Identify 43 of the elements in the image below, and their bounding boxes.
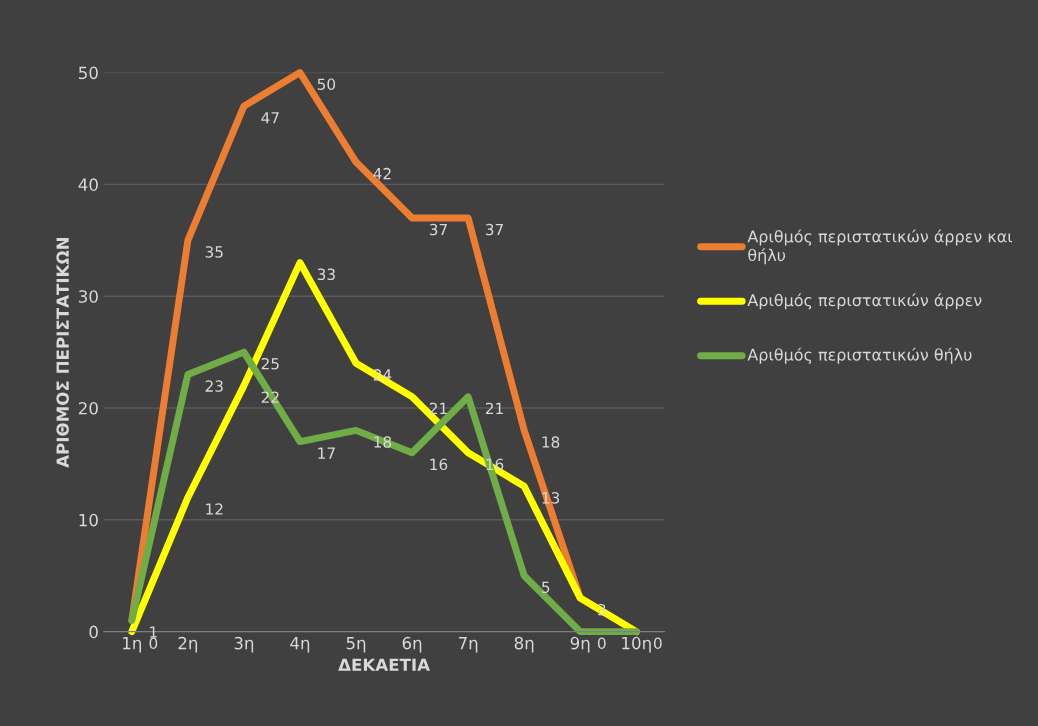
data-label: 18: [542, 436, 560, 448]
x-tick-label: 8η: [514, 636, 534, 653]
x-axis-title: ΔΕΚΑΕΤΙΑ: [338, 658, 430, 671]
x-tick-label: 4η: [290, 636, 310, 653]
data-label: 37: [429, 223, 447, 236]
y-tick-label: 30: [79, 290, 98, 303]
legend-label: Αριθμός περιστατικών άρρεν: [747, 293, 982, 310]
data-label: 21: [429, 402, 447, 414]
data-label: 35: [205, 246, 223, 258]
data-label: 42: [373, 167, 391, 180]
data-label: 16: [486, 458, 504, 471]
data-label: 1: [150, 626, 157, 638]
data-label: 12: [206, 503, 223, 515]
y-tick-label: 20: [78, 401, 98, 415]
data-label: 25: [261, 357, 279, 370]
x-tick-label: 9η: [570, 636, 590, 653]
x-tick-label: 10η: [622, 636, 651, 653]
x-tick-label: 5η: [346, 636, 366, 653]
data-label: 47: [261, 112, 279, 124]
data-label: 17: [318, 447, 335, 459]
y-tick-label: 40: [78, 178, 98, 191]
data-label: 33: [317, 268, 335, 281]
data-label: 23: [205, 380, 223, 392]
data-label: 21: [485, 402, 503, 414]
y-tick-label: 50: [79, 66, 98, 80]
x-tick-label: 7η: [458, 636, 478, 653]
y-tick-label: 0: [89, 625, 98, 639]
data-label: 0: [597, 637, 606, 649]
data-label: 16: [430, 458, 448, 471]
legend-label: Αριθμός περιστατικών θήλυ: [747, 347, 972, 364]
legend-label: Αριθμός περιστατικών άρρεν και θήλυ: [747, 229, 1013, 265]
x-tick-label: 1η: [123, 636, 141, 653]
data-label: 0: [149, 637, 158, 649]
data-label: 5: [542, 581, 550, 594]
data-label: 50: [317, 78, 336, 90]
y-tick-label: 10: [79, 513, 98, 527]
data-label: 37: [485, 223, 503, 236]
data-label: 0: [653, 637, 662, 649]
y-axis-title: ΑΡΙΘΜΟΣ ΠΕΡΙΣΤΑΤΙΚΩΝ: [56, 237, 69, 468]
x-tick-label: 6η: [402, 636, 422, 653]
x-tick-label: 3η: [234, 636, 254, 653]
data-label: 3: [598, 603, 606, 616]
x-tick-label: 2η: [178, 636, 198, 653]
